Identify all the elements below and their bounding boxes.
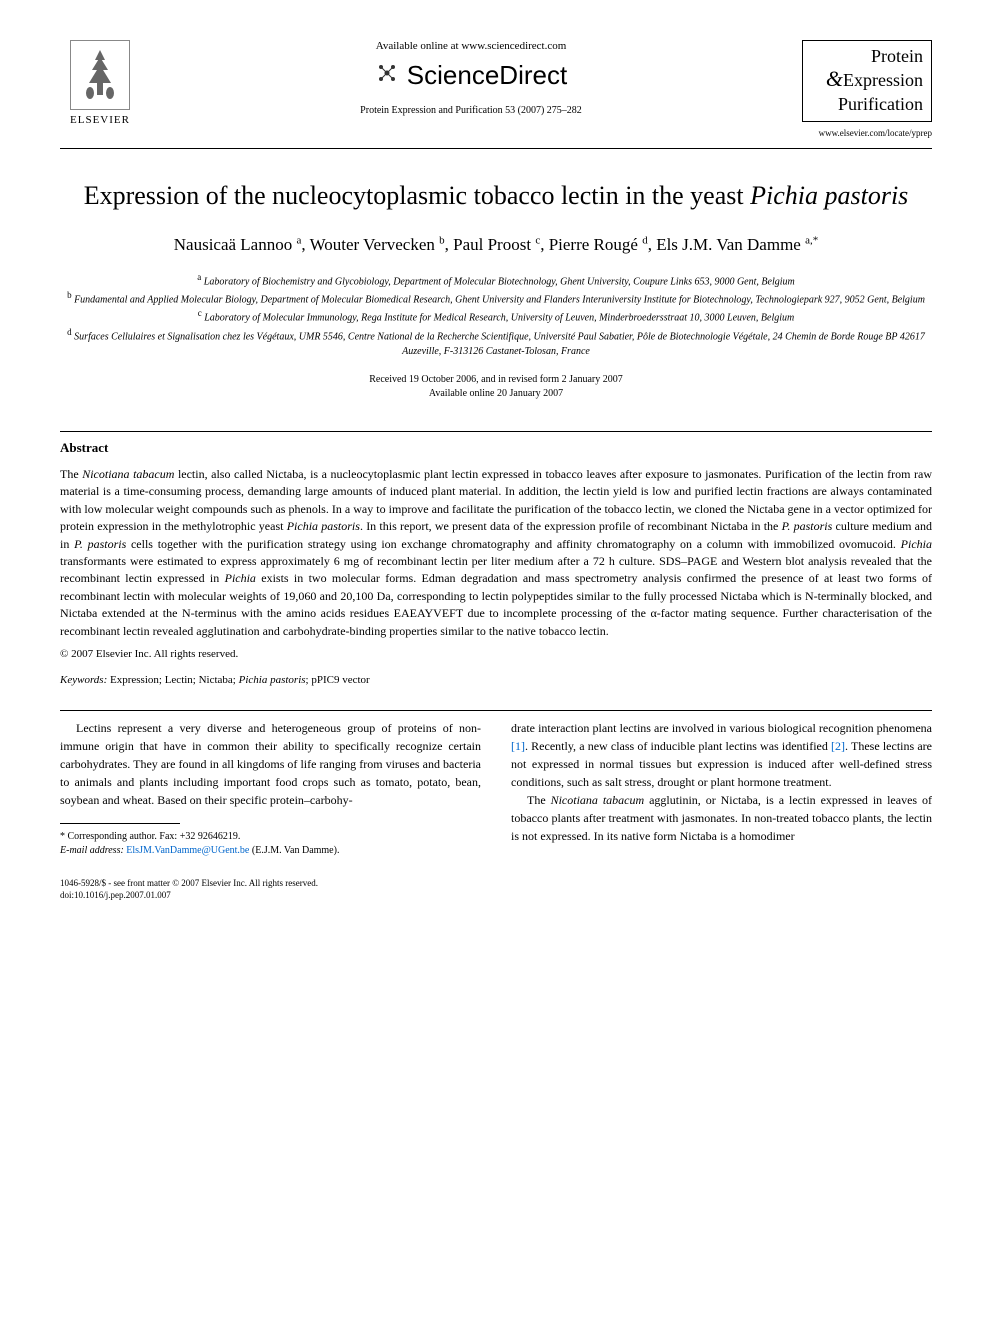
journal-name-box: Protein &Expression &Purification <box>802 40 932 122</box>
journal-name-line1: Protein <box>811 47 923 67</box>
affiliation-b: b Fundamental and Applied Molecular Biol… <box>60 289 932 307</box>
elsevier-tree-icon <box>70 40 130 110</box>
journal-url: www.elsevier.com/locate/yprep <box>802 128 932 138</box>
header-divider <box>60 148 932 149</box>
available-online-text: Available online at www.sciencedirect.co… <box>140 40 802 52</box>
received-date: Received 19 October 2006, and in revised… <box>60 373 932 387</box>
elsevier-logo: ELSEVIER <box>60 40 140 126</box>
ref-link-1[interactable]: [1] <box>511 739 525 753</box>
footnotes: * Corresponding author. Fax: +32 9264621… <box>60 830 481 858</box>
article-dates: Received 19 October 2006, and in revised… <box>60 373 932 401</box>
affiliations: a Laboratory of Biochemistry and Glycobi… <box>60 271 932 359</box>
authors-line: Nausicaä Lannoo a, Wouter Vervecken b, P… <box>60 233 932 257</box>
journal-reference: Protein Expression and Purification 53 (… <box>140 105 802 116</box>
affiliation-d: d Surfaces Cellulaires et Signalisation … <box>60 326 932 359</box>
email-link[interactable]: ElsJM.VanDamme@UGent.be <box>126 845 249 856</box>
front-matter-line: 1046-5928/$ - see front matter © 2007 El… <box>60 878 932 890</box>
page-header: ELSEVIER Available online at www.science… <box>60 40 932 138</box>
abstract-heading: Abstract <box>60 440 932 456</box>
left-column: Lectins represent a very diverse and het… <box>60 719 481 858</box>
copyright-line: © 2007 Elsevier Inc. All rights reserved… <box>60 648 932 660</box>
journal-name-line2: &Expression <box>811 67 923 91</box>
abstract-bottom-rule <box>60 710 932 711</box>
body-columns: Lectins represent a very diverse and het… <box>60 719 932 858</box>
sciencedirect-text: ScienceDirect <box>407 60 567 91</box>
journal-name-line3: &Purification <box>811 91 923 115</box>
journal-ampersand: & <box>826 66 843 91</box>
article-title: Expression of the nucleocytoplasmic toba… <box>60 179 932 213</box>
ref-link-2[interactable]: [2] <box>831 739 845 753</box>
journal-logo: Protein &Expression &Purification www.el… <box>802 40 932 138</box>
keywords-label: Keywords: <box>60 674 107 686</box>
abstract-top-rule <box>60 431 932 432</box>
available-date: Available online 20 January 2007 <box>60 387 932 401</box>
affiliation-c: c Laboratory of Molecular Immunology, Re… <box>60 307 932 325</box>
elsevier-label: ELSEVIER <box>70 114 130 126</box>
right-column: drate interaction plant lectins are invo… <box>511 719 932 858</box>
footnote-separator <box>60 823 180 824</box>
corresponding-author-note: * Corresponding author. Fax: +32 9264621… <box>60 830 481 844</box>
affiliation-a: a Laboratory of Biochemistry and Glycobi… <box>60 271 932 289</box>
email-line: E-mail address: ElsJM.VanDamme@UGent.be … <box>60 844 481 858</box>
body-paragraph-2: The Nicotiana tabacum agglutinin, or Nic… <box>511 791 932 845</box>
sciencedirect-icon <box>375 61 399 90</box>
email-label: E-mail address: <box>60 845 124 856</box>
body-paragraph-1: Lectins represent a very diverse and het… <box>60 719 481 809</box>
science-direct-brand: ScienceDirect <box>140 60 802 91</box>
abstract-body: The Nicotiana tabacum lectin, also calle… <box>60 466 932 640</box>
center-header: Available online at www.sciencedirect.co… <box>140 40 802 116</box>
body-paragraph-1-cont: drate interaction plant lectins are invo… <box>511 719 932 791</box>
keywords-line: Keywords: Expression; Lectin; Nictaba; P… <box>60 674 932 686</box>
bottom-bar: 1046-5928/$ - see front matter © 2007 El… <box>60 878 932 901</box>
doi-line: doi:10.1016/j.pep.2007.01.007 <box>60 890 932 902</box>
